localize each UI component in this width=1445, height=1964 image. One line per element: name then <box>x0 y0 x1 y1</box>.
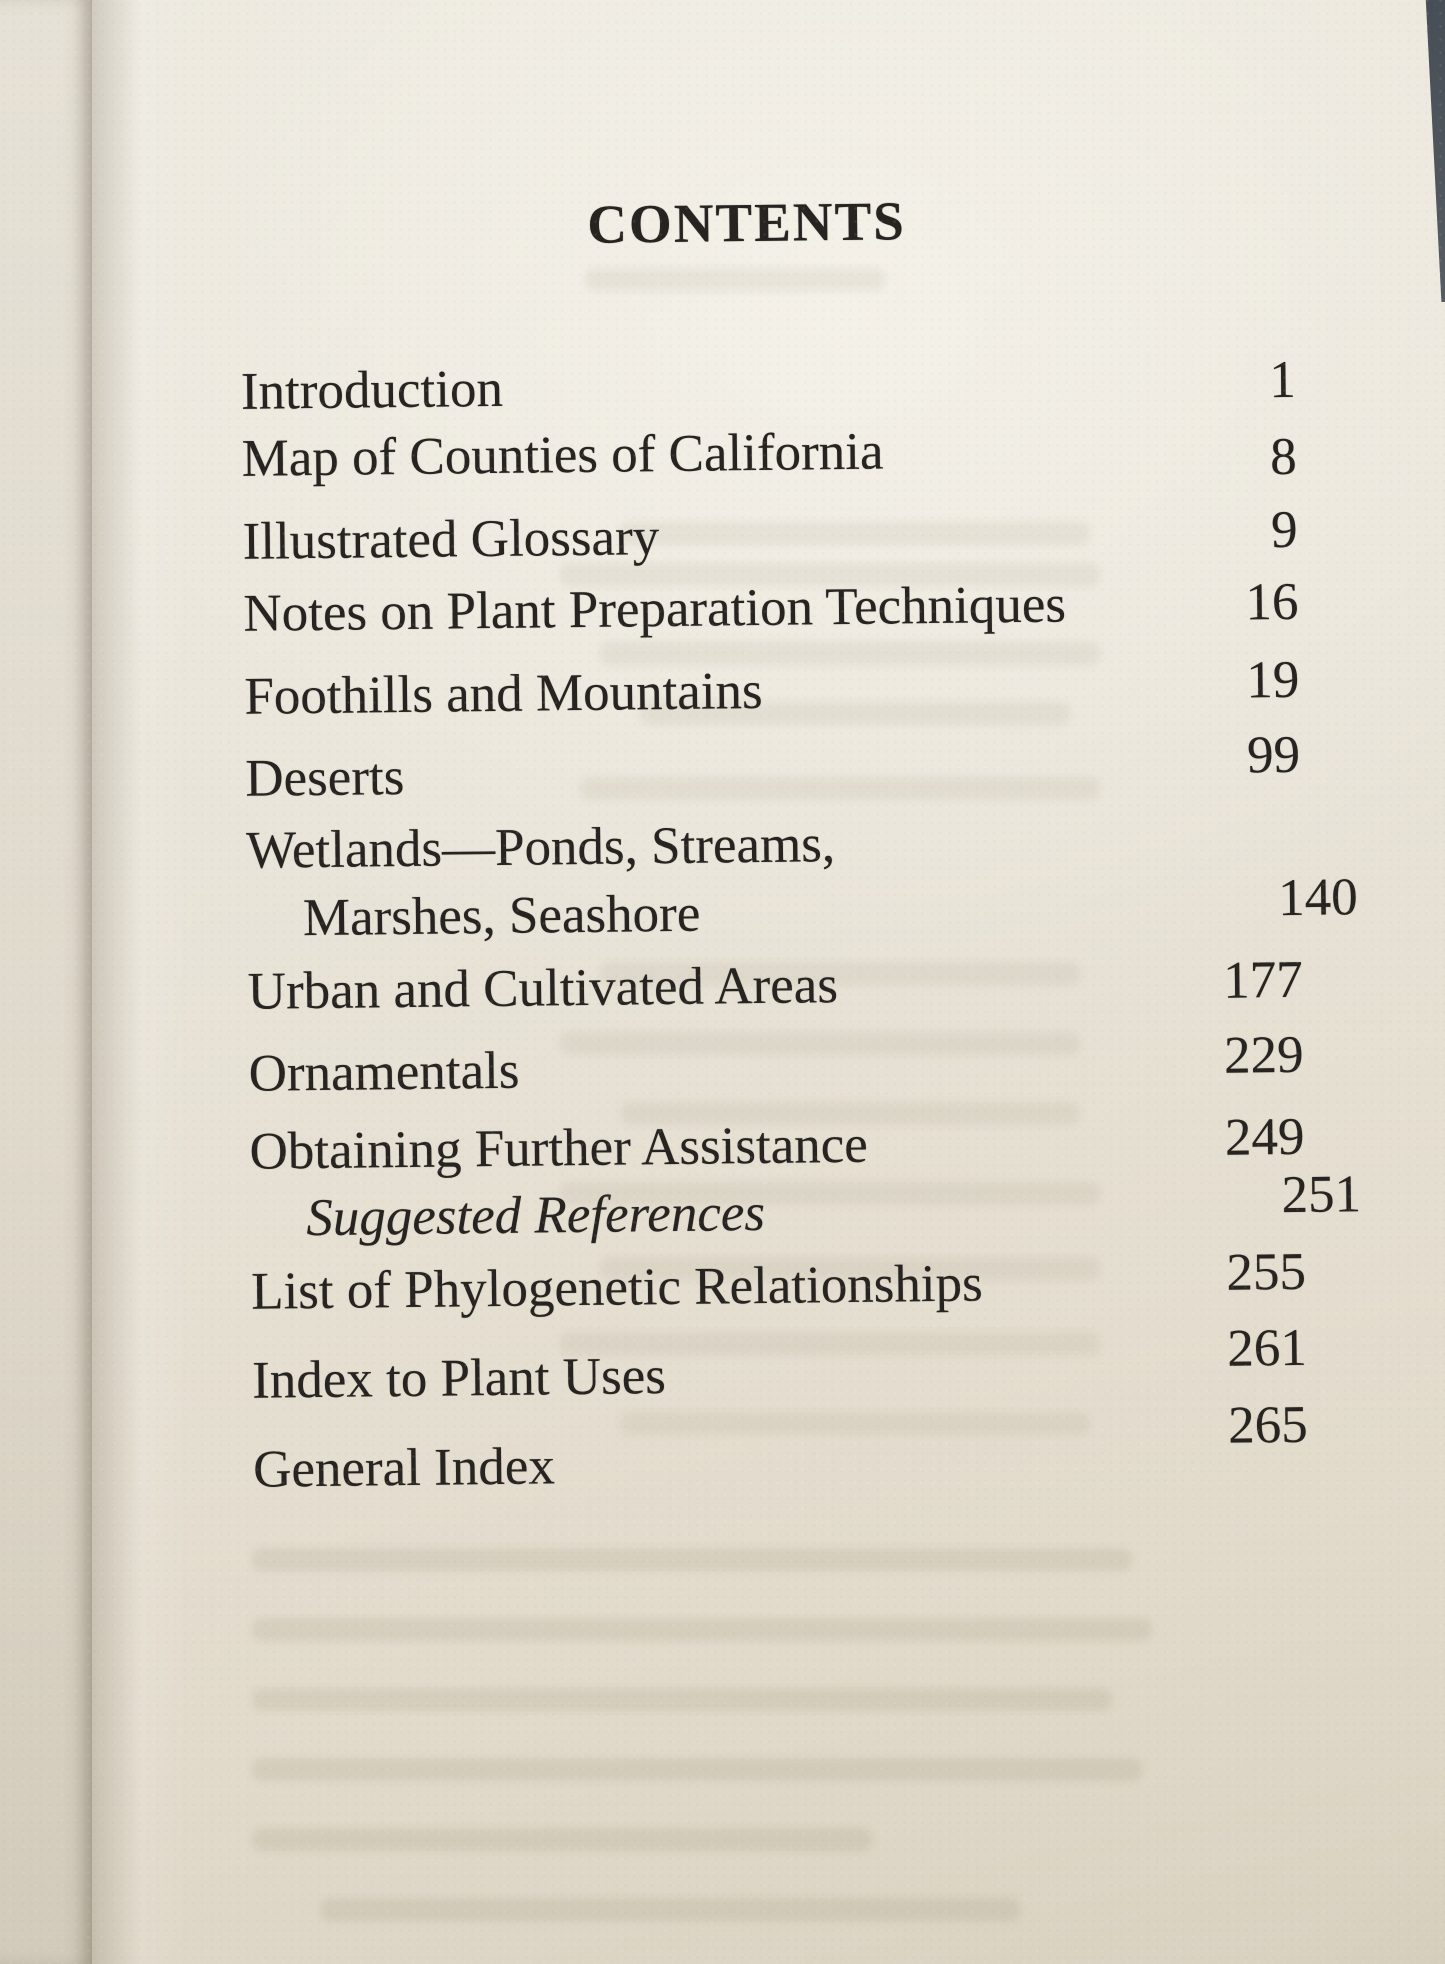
toc-entry-page: 8 <box>1269 427 1298 487</box>
bleed-line <box>560 563 1100 586</box>
toc-entry: Notes on Plant Preparation Techniques 16 <box>243 572 1299 643</box>
bleed-line <box>580 777 1100 800</box>
toc-entry-page: 265 <box>1227 1395 1309 1455</box>
bleed-line <box>600 1257 1100 1280</box>
toc-entry: Index to Plant Uses 261 <box>251 1319 1308 1410</box>
bleed-line <box>252 1828 872 1851</box>
toc-entry-label: Introduction <box>240 359 504 421</box>
toc-entry: Map of Counties of California 8 <box>241 420 1297 488</box>
page-title: CONTENTS <box>586 190 907 255</box>
bleed-line <box>252 1618 1152 1641</box>
toc-entry-page: 261 <box>1227 1318 1308 1378</box>
bleed-line <box>560 1182 1100 1205</box>
bleed-line <box>585 268 885 291</box>
bleed-line <box>252 1688 1112 1711</box>
bleed-line <box>600 642 1100 665</box>
toc-entry-label: Deserts <box>244 747 405 808</box>
gutter-shadow <box>92 0 222 1964</box>
toc-entry: Wetlands—Ponds, Streams, <box>246 812 1302 880</box>
toc-entry: Obtaining Further Assistance 249 <box>249 1107 1305 1181</box>
toc-entry-label: Marshes, Seashore <box>302 884 701 948</box>
contents-block: CONTENTS Introduction 1 Map of Counties … <box>238 140 1362 1652</box>
toc-entry-label: Suggested References <box>305 1183 766 1248</box>
toc-entry-label: Ornamentals <box>248 1041 520 1103</box>
bleed-line <box>620 1102 1080 1125</box>
toc-entry-label: Map of Counties of California <box>241 422 884 488</box>
toc-entry-page: 251 <box>1281 1165 1362 1225</box>
toc-entry-page: 255 <box>1226 1242 1307 1302</box>
toc-entry: Deserts 99 <box>244 726 1301 808</box>
toc-entry-label: Index to Plant Uses <box>251 1347 667 1410</box>
bleed-line <box>252 1758 1142 1781</box>
toc-entry: Suggested References 251 <box>250 1165 1362 1248</box>
toc-entry-label: List of Phylogenetic Relationships <box>250 1254 984 1321</box>
toc-entry-page: 177 <box>1222 950 1303 1010</box>
bleed-line <box>620 1412 1090 1435</box>
toc-entry-page: 1 <box>1269 350 1297 410</box>
toc-entry-label: Foothills and Mountains <box>244 661 763 726</box>
bleed-line <box>600 962 1080 985</box>
facing-page-edge <box>0 0 92 1964</box>
bleed-line <box>560 1032 1080 1055</box>
toc-entry: List of Phylogenetic Relationships 255 <box>250 1243 1307 1321</box>
toc-entry-page: 249 <box>1224 1107 1305 1167</box>
bleed-line <box>252 1548 1132 1571</box>
toc-entry-page: 99 <box>1246 725 1301 785</box>
toc-entry-page: 140 <box>1277 868 1359 928</box>
toc-entry-label: Notes on Plant Preparation Techniques <box>243 575 1067 643</box>
toc-entry: Ornamentals 229 <box>248 1026 1304 1103</box>
toc-entry: Marshes, Seashore 140 <box>247 868 1359 948</box>
bleed-line <box>620 522 1090 545</box>
toc-entry: Urban and Cultivated Areas 177 <box>247 950 1303 1021</box>
toc-entry-label: Wetlands—Ponds, Streams, <box>245 815 836 880</box>
toc-entry-label: Urban and Cultivated Areas <box>247 956 839 1021</box>
toc-entry: Illustrated Glossary 9 <box>242 500 1298 571</box>
bleed-line <box>320 1898 1020 1921</box>
background-corner <box>1425 0 1445 302</box>
toc-entry: Foothills and Mountains 19 <box>244 651 1300 726</box>
toc-entry-page: 19 <box>1245 650 1300 710</box>
bleed-line <box>640 702 1070 725</box>
toc-entry-label: Illustrated Glossary <box>242 508 660 571</box>
toc-entry-label: Obtaining Further Assistance <box>249 1115 869 1181</box>
toc-entry-page: 229 <box>1223 1025 1304 1085</box>
toc-entry-page: 16 <box>1245 572 1299 632</box>
toc-entry: General Index 265 <box>252 1396 1309 1499</box>
toc-entry-label: General Index <box>252 1437 556 1499</box>
toc-entry-page: 9 <box>1270 500 1298 560</box>
bleed-line <box>560 1332 1100 1355</box>
toc-entry: Introduction 1 <box>240 350 1297 421</box>
